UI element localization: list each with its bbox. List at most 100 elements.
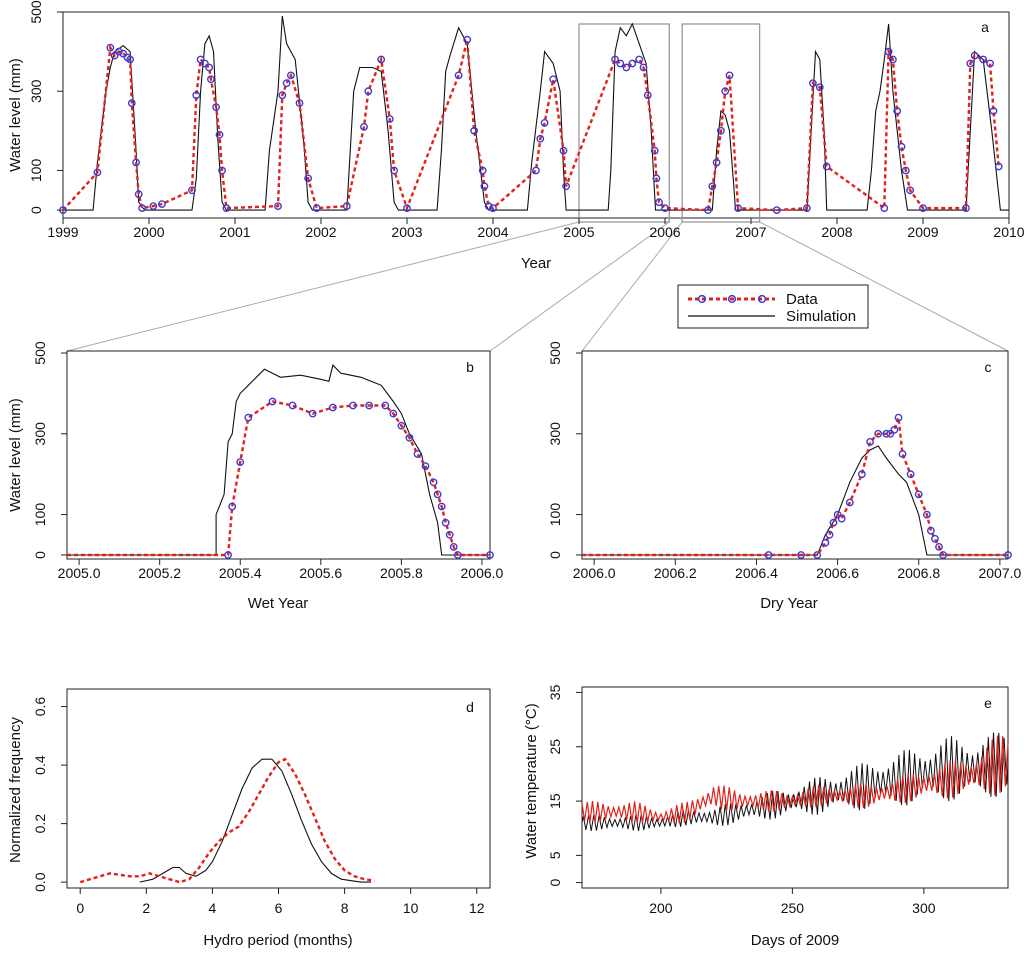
simulation-line [63,15,1009,211]
data-line [582,417,1008,557]
data-point [986,59,994,68]
data-point [661,204,669,213]
x-ticks-d: 0 2 4 6 8 10 12 [76,888,485,916]
data-point [970,51,979,60]
panel-c: 2006.0 2006.2 2006.4 2006.6 2006.8 2007.0 0 10… [547,341,1022,612]
data-point [365,401,373,410]
data-point [377,55,386,64]
data-point [772,206,781,215]
data-point [449,543,458,551]
data-point [989,107,998,115]
data-series-c [582,413,1012,559]
data-point [480,182,489,191]
zoom-boxes [578,23,761,223]
x-tick-label: 6 [275,900,283,916]
data-point [134,190,143,199]
data-point [889,55,897,64]
panel-label-c: c [985,359,992,375]
data-point [295,99,304,108]
panel-a-frame [62,11,1010,219]
panel-label-b: b [466,359,474,375]
data-point [421,462,430,470]
y-ticks-a: 0 100 300 500 [28,0,63,214]
data-series-b [67,397,494,559]
data-point [708,182,717,191]
data-point [704,206,712,215]
y-ticks-c: 0 100 300 500 [547,341,582,559]
data-point [149,202,158,211]
data-series-d [79,757,375,884]
data-point [236,458,245,466]
data-point [268,397,277,406]
data-point [228,502,237,511]
legend-sim-label: Simulation [786,308,856,325]
data-point [882,429,891,438]
x-tick-label: 2006.8 [897,565,940,581]
data-point [312,204,321,213]
data-point [397,421,406,430]
x-tick-label: 10 [403,900,419,916]
data-point [725,71,734,80]
data-point [381,401,390,410]
panel-b-frame [66,350,491,560]
x-ticks-b: 2005.0 2005.2 2005.4 2005.6 2005.8 2006.0 [58,559,504,581]
x-tick-label: 200 [649,900,673,916]
data-point [712,158,721,167]
data-point [635,55,644,64]
x-axis-label-a: Year [521,255,551,272]
zoom-box [578,23,670,223]
x-axis-label-c: Dry Year [760,595,818,612]
y-tick-label: 100 [32,503,48,527]
data-point [437,502,446,511]
data-point [898,450,907,458]
data-point [837,514,846,523]
y-tick-label: 0 [32,551,48,559]
data-point [390,166,398,175]
data-line [62,39,1000,212]
zoom-connectors [66,221,1009,352]
data-point [966,59,975,68]
y-tick-label: 15 [547,793,563,809]
data-point [532,166,540,175]
data-point [825,530,834,539]
data-point [349,401,357,410]
panel-d-frame [66,688,491,889]
data-point [813,551,822,559]
data-point [360,123,368,131]
x-tick-label: 2002 [305,224,336,240]
data-point [797,551,805,559]
y-tick-label: 35 [547,684,563,700]
data-point [484,202,493,211]
data-point [562,182,570,191]
data-point [288,401,297,410]
x-tick-label: 2005.4 [219,565,262,581]
data-point [206,75,215,84]
data-point [215,130,224,139]
y-tick-label: 0 [547,878,563,886]
data-point [304,174,312,183]
data-point [886,429,895,438]
y-ticks-e: 0 5 15 25 35 [547,684,582,886]
data-point [536,134,545,143]
data-point [845,498,854,507]
data-line [581,735,1009,824]
simulation-line [581,732,1009,831]
y-tick-label: 0.4 [32,755,48,775]
data-point [413,450,422,458]
y-tick-label: 300 [32,422,48,446]
simulation-line [67,364,490,556]
x-tick-label: 12 [469,900,485,916]
data-point [919,204,927,213]
y-tick-label: 500 [32,341,48,365]
y-tick-label: 0.6 [32,697,48,717]
y-tick-label: 0.0 [32,872,48,892]
data-point [650,146,659,155]
panel-a: 1999 2000 2001 2002 2003 2004 2005 2006 2007 2008… [7,0,1024,352]
data-point [218,166,227,175]
y-tick-label: 500 [28,0,44,24]
data-point [717,126,725,135]
data-point [132,158,141,167]
data-point [559,146,568,155]
data-point [278,91,287,100]
